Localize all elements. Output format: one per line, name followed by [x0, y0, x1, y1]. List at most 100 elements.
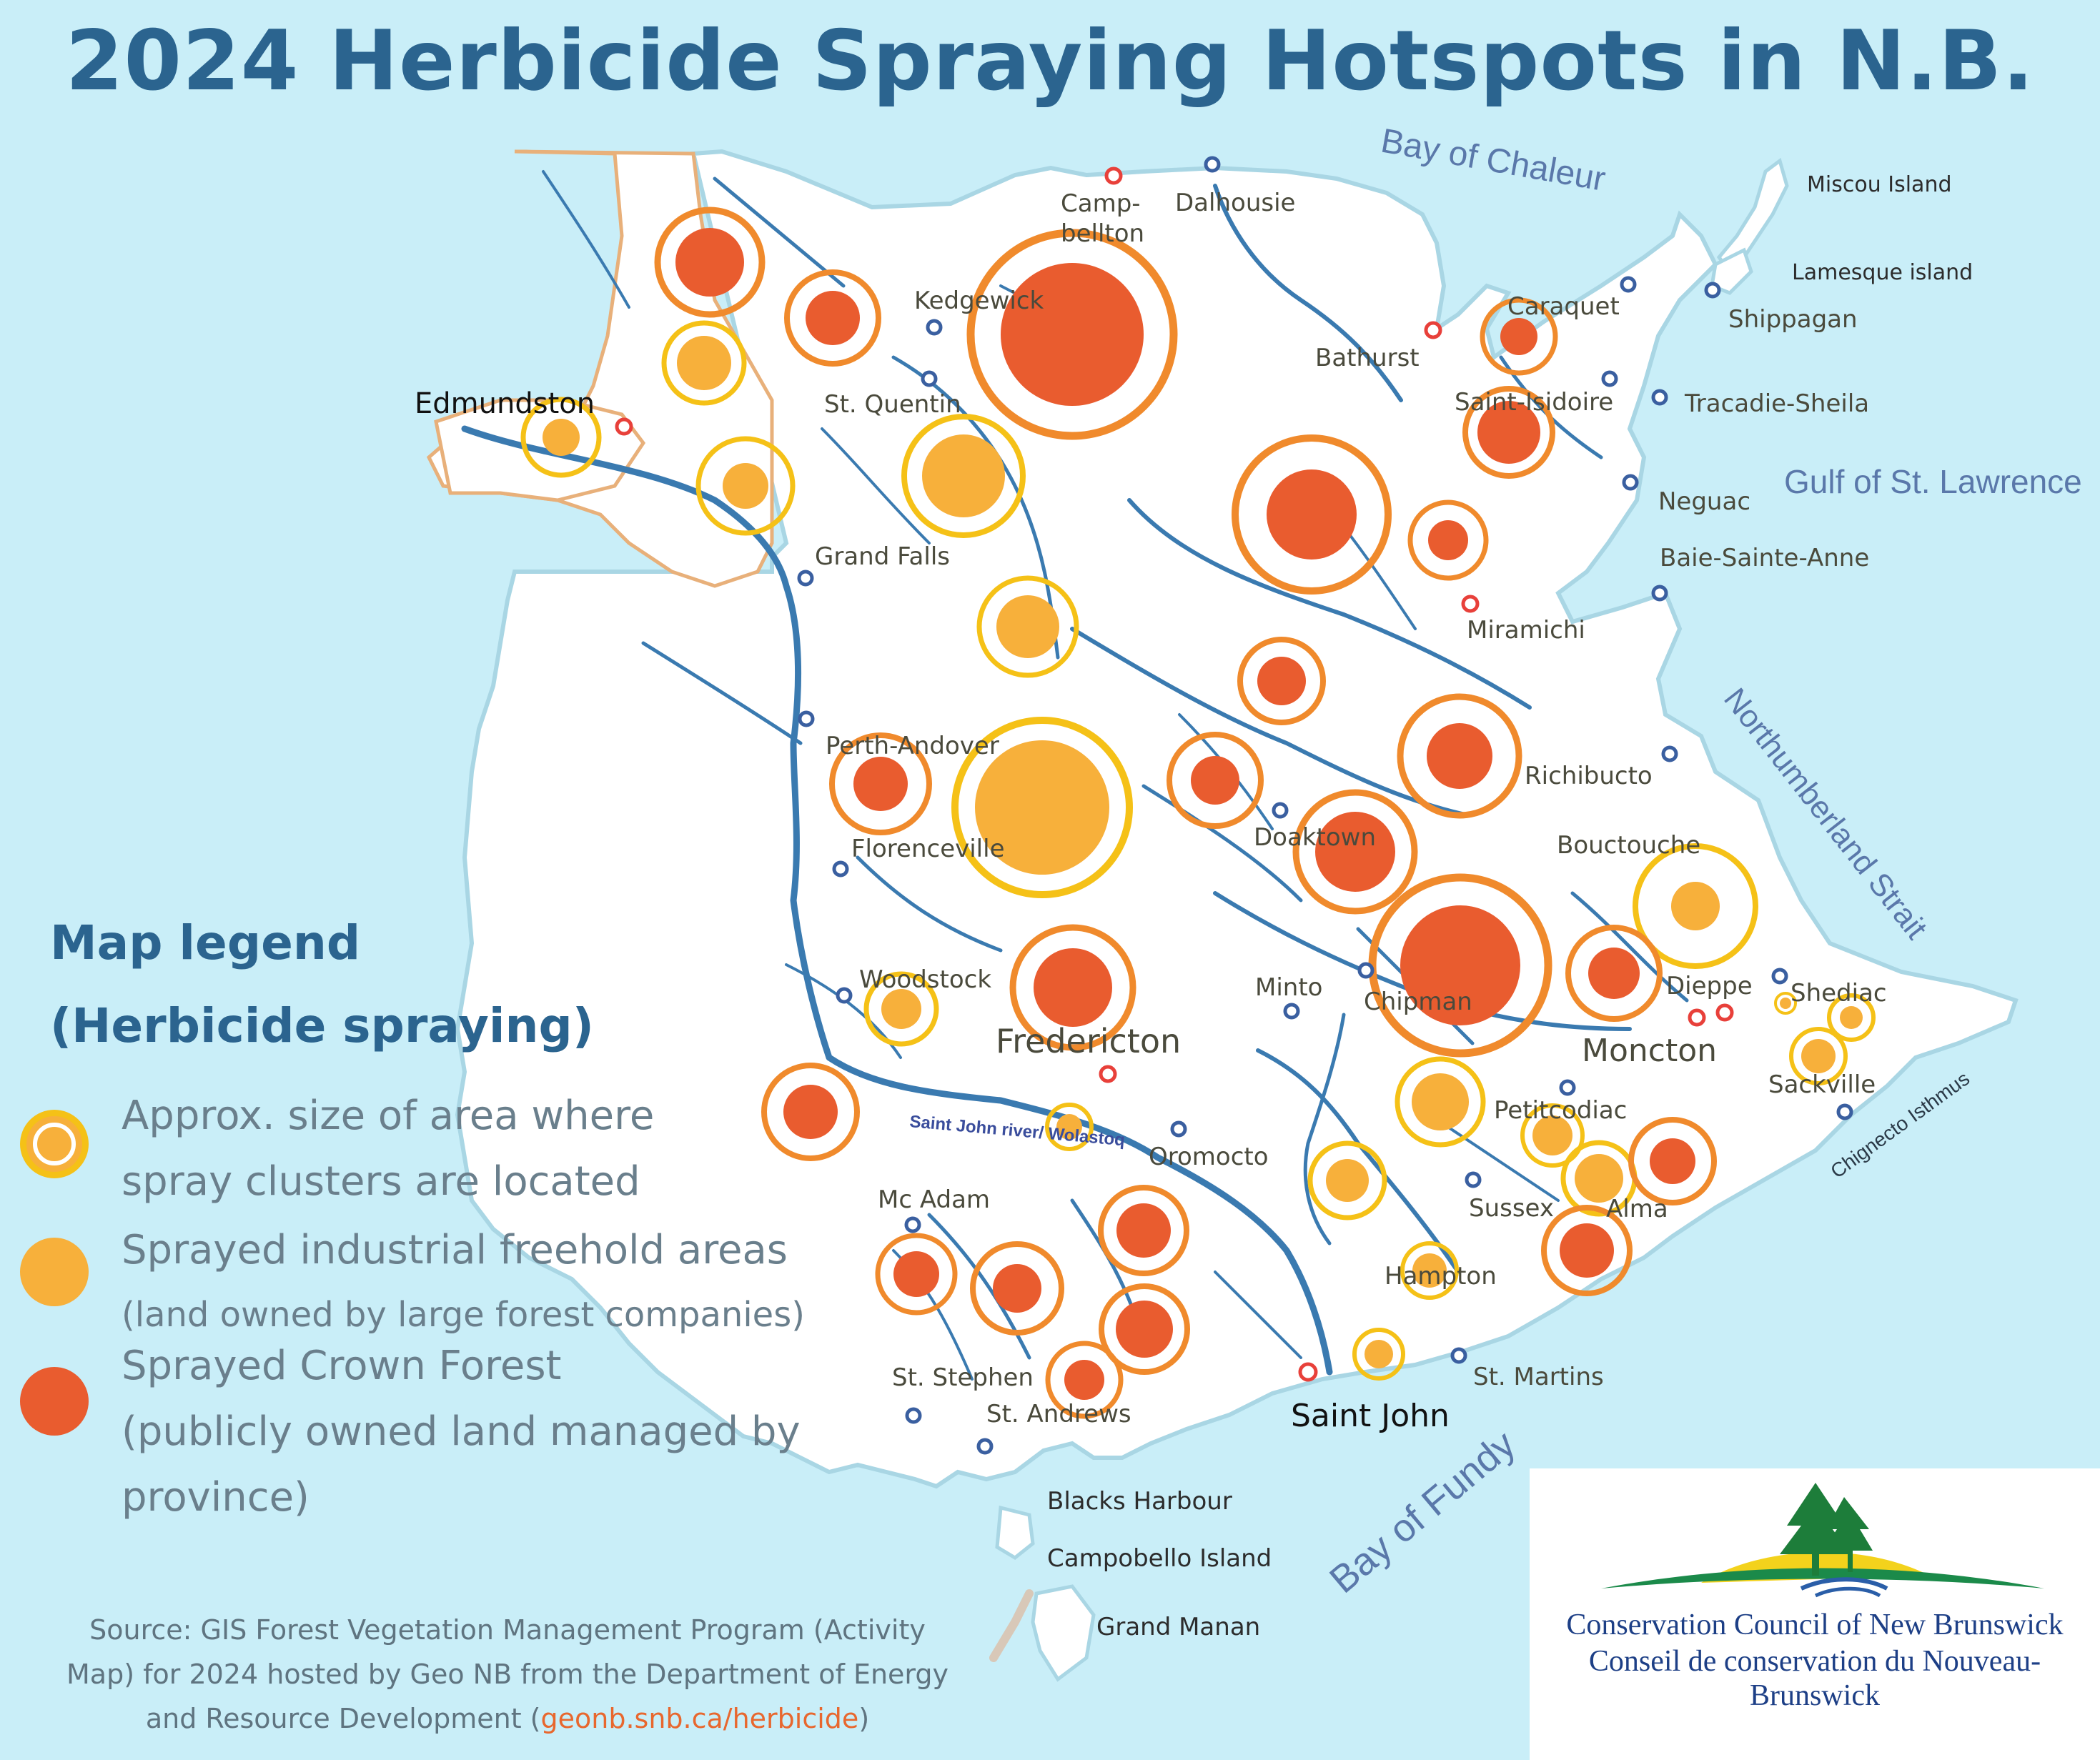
- water-label: Bay of Fundy: [1322, 1423, 1523, 1601]
- place-label: Neguac: [1658, 487, 1750, 516]
- city-marker: [1099, 1065, 1117, 1083]
- hotspot-freehold-tiny: [1352, 1328, 1405, 1381]
- source-link[interactable]: geonb.snb.ca/herbicide: [540, 1703, 859, 1734]
- place-label: Lamesque island: [1792, 260, 1973, 285]
- hotspot-crown-xlarge: [966, 229, 1178, 440]
- place-label: Grand Manan: [1096, 1613, 1260, 1641]
- place-label: St. Martins: [1473, 1363, 1604, 1391]
- hotspot-crown-medium: [1167, 732, 1264, 829]
- legend-item-freehold: Sprayed industrial freehold areas (land …: [122, 1218, 805, 1346]
- source-line: Map) for 2024 hosted by Geo NB from the …: [66, 1659, 949, 1690]
- town-marker: [836, 987, 853, 1004]
- hotspot-freehold-tiny: [1045, 1103, 1094, 1151]
- place-label: Saint-Isidoire: [1455, 388, 1613, 417]
- town-marker: [1704, 282, 1721, 299]
- town-marker: [1272, 802, 1289, 819]
- city-marker: [1715, 1003, 1734, 1022]
- place-label: Dieppe: [1666, 972, 1753, 1000]
- place-label: Dalhousie: [1175, 189, 1295, 217]
- place-label: Camp-: [1061, 189, 1141, 218]
- place-label: Florenceville: [851, 835, 1005, 863]
- city-marker: [615, 417, 633, 436]
- place-label: Baie-Sainte-Anne: [1660, 544, 1869, 572]
- place-label: Grand Falls: [815, 542, 950, 571]
- hotspot-crown-medium: [1565, 925, 1663, 1022]
- legend-item-crown: Sprayed Crown Forest (publicly owned lan…: [122, 1333, 801, 1531]
- hotspot-layer: [520, 207, 1876, 1419]
- place-label: Miscou Island: [1807, 172, 1952, 197]
- source-note: Source: GIS Forest Vegetation Management…: [43, 1608, 972, 1741]
- hotspot-freehold-small: [863, 971, 939, 1047]
- legend-title-line1: Map legend: [50, 915, 361, 970]
- place-label: Campobello Island: [1047, 1544, 1272, 1573]
- legend-sublabel: (land owned by large forest companies): [122, 1295, 805, 1335]
- place-label: Minto: [1255, 973, 1322, 1002]
- hotspot-crown-medium: [784, 269, 881, 367]
- place-label: Doaktown: [1254, 823, 1376, 852]
- town-marker: [1622, 474, 1639, 491]
- hotspot-crown-medium: [1099, 1283, 1190, 1375]
- place-label: Oromocto: [1149, 1143, 1269, 1171]
- place-label: Caraquet: [1507, 292, 1620, 321]
- hotspot-crown-large: [1232, 434, 1392, 595]
- place-labels: Edmundston Camp- bellton Dalhousie Kedge…: [415, 172, 1973, 1641]
- town-marker: [905, 1407, 922, 1424]
- town-marker: [1601, 370, 1618, 387]
- hotspot-crown-small: [1480, 297, 1558, 376]
- hotspot-freehold-small: [661, 320, 747, 406]
- place-label: Bathurst: [1315, 344, 1420, 372]
- place-label: Sackville: [1768, 1070, 1876, 1099]
- water-label: Gulf of St. Lawrence: [1784, 463, 2082, 500]
- city-marker: [1461, 595, 1480, 613]
- hotspot-crown-small: [1098, 1185, 1189, 1276]
- hotspot-crown-small: [875, 1233, 958, 1316]
- ferry-route: [989, 1589, 1034, 1662]
- place-label: Hampton: [1385, 1262, 1497, 1291]
- hotspot-freehold-medium: [1395, 1056, 1486, 1148]
- hotspot-freehold-small: [695, 436, 796, 536]
- hotspot-freehold-large: [1633, 843, 1758, 969]
- hotspot-crown-medium: [1541, 1205, 1633, 1296]
- hotspot-freehold-small: [1400, 1241, 1459, 1300]
- place-label: Kedgewick: [914, 287, 1044, 315]
- city-marker: [1688, 1008, 1706, 1027]
- town-marker: [1836, 1103, 1853, 1120]
- city-marker: [1298, 1362, 1318, 1382]
- place-label: Fredericton: [996, 1022, 1181, 1060]
- place-label: Sussex: [1469, 1194, 1554, 1223]
- town-marker: [1204, 156, 1221, 173]
- hotspot-freehold-small: [1520, 1103, 1585, 1168]
- town-marker: [921, 370, 938, 387]
- place-label: Miramichi: [1467, 616, 1585, 645]
- city-marker: [1104, 166, 1123, 185]
- place-label: Edmundston: [415, 387, 595, 420]
- page-title: 2024 Herbicide Spraying Hotspots in N.B.: [65, 13, 2035, 109]
- place-label: bellton: [1061, 219, 1144, 248]
- town-marker: [832, 860, 849, 877]
- hotspot-freehold-small: [1307, 1140, 1387, 1220]
- town-marker: [1559, 1079, 1576, 1096]
- town-marker: [1170, 1120, 1187, 1138]
- legend-label: Sprayed Crown Forest: [122, 1343, 562, 1389]
- place-label: Petitcodiac: [1494, 1096, 1627, 1125]
- town-marker: [1283, 1003, 1300, 1020]
- source-prefix: and Resource Development (: [145, 1703, 541, 1734]
- legend-sublabel: province): [122, 1474, 309, 1521]
- water-label: Bay of Chaleur: [1378, 122, 1608, 199]
- place-label: Saint John: [1291, 1398, 1450, 1434]
- hotspot-crown-medium: [1237, 637, 1326, 725]
- hotspot-crown-medium: [1397, 693, 1522, 819]
- hotspot-crown-large: [654, 207, 766, 318]
- place-label: Mc Adam: [878, 1185, 990, 1214]
- place-label: Perth-Andover: [826, 732, 999, 760]
- town-marker: [904, 1216, 921, 1233]
- place-label: Blacks Harbour: [1047, 1487, 1232, 1516]
- hotspot-freehold-tiny: [1827, 993, 1876, 1042]
- town-marker: [1661, 745, 1678, 762]
- grand-manan-shape: [1031, 1584, 1096, 1682]
- hotspot-crown-medium: [829, 732, 932, 835]
- town-marker: [1465, 1171, 1482, 1188]
- hotspot-crown-small: [1045, 1341, 1124, 1419]
- source-suffix: ): [858, 1703, 870, 1734]
